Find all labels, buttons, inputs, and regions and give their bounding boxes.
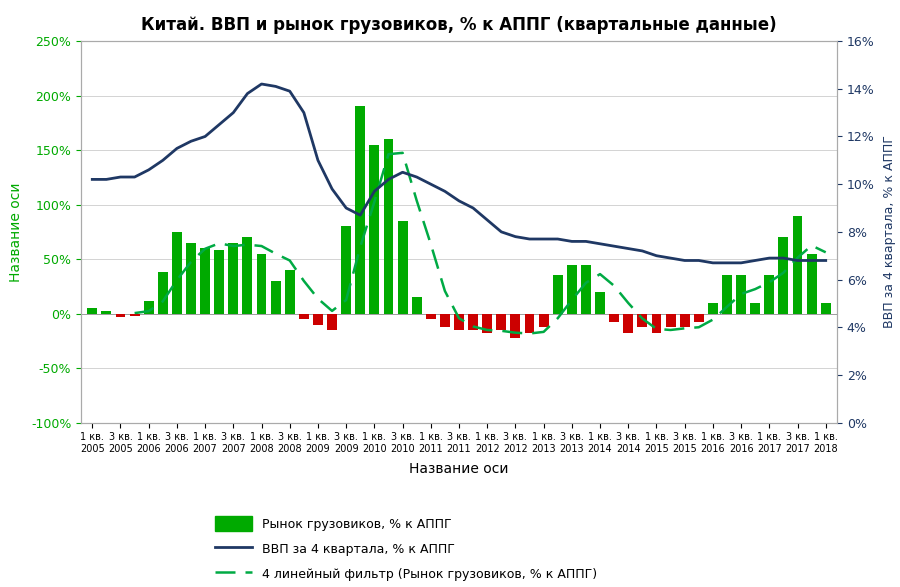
Bar [778,237,788,313]
Bar [186,243,196,313]
Bar [102,312,112,313]
Bar [398,221,408,313]
Bar [793,215,803,313]
Bar [242,237,252,313]
Bar [356,106,365,313]
Y-axis label: ВВП за 4 квартала, % к АППГ: ВВП за 4 квартала, % к АППГ [883,136,896,328]
Bar [821,303,831,313]
Bar [806,254,816,313]
Bar [553,275,562,313]
Bar [412,297,421,313]
Bar [313,313,323,325]
Bar [383,139,393,313]
Bar [539,313,549,327]
Bar [694,313,704,322]
Bar [256,254,266,313]
Bar [581,265,591,313]
Bar [637,313,647,327]
Bar [482,313,492,333]
Legend: Рынок грузовиков, % к АППГ, ВВП за 4 квартала, % к АППГ, 4 линейный фильтр (Рыно: Рынок грузовиков, % к АППГ, ВВП за 4 ква… [209,510,604,587]
Bar [87,308,97,313]
Bar [525,313,535,333]
Bar [158,272,167,313]
Bar [497,313,507,330]
Bar [172,232,182,313]
Bar [736,275,746,313]
Bar [440,313,450,327]
Bar [426,313,436,319]
Bar [115,313,125,317]
Bar [369,144,379,313]
X-axis label: Название оси: Название оси [410,463,508,476]
Bar [751,303,760,313]
Bar [327,313,337,330]
Title: Китай. ВВП и рынок грузовиков, % к АППГ (квартальные данные): Китай. ВВП и рынок грузовиков, % к АППГ … [141,16,777,34]
Bar [680,313,689,327]
Y-axis label: Название оси: Название оси [9,182,22,282]
Bar [567,265,577,313]
Bar [299,313,309,319]
Bar [624,313,634,333]
Bar [284,270,294,313]
Bar [609,313,619,322]
Bar [595,292,605,313]
Bar [764,275,774,313]
Bar [341,227,351,313]
Bar [130,313,140,316]
Bar [144,301,154,313]
Bar [468,313,478,330]
Bar [454,313,464,330]
Bar [652,313,662,333]
Bar [200,248,210,313]
Bar [722,275,732,313]
Bar [214,251,224,313]
Bar [229,243,238,313]
Bar [666,313,676,327]
Bar [271,281,281,313]
Bar [510,313,520,338]
Bar [708,303,718,313]
